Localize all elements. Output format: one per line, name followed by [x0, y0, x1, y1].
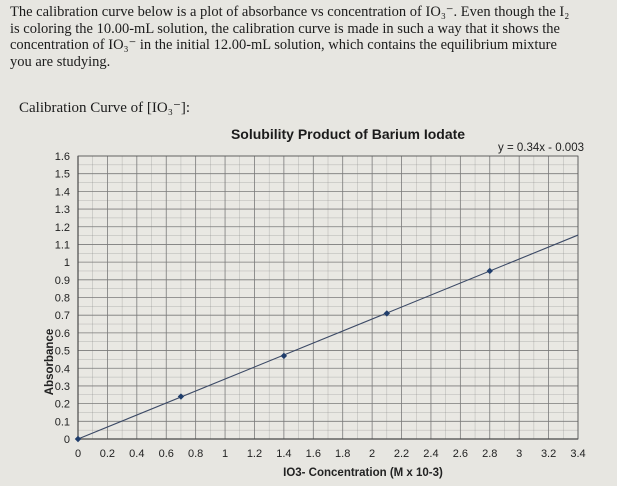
- x-tick-label: 3.4: [570, 448, 585, 460]
- problem-line-1: The calibration curve below is a plot of…: [10, 4, 570, 20]
- problem-line-4: you are studying.: [10, 53, 111, 70]
- y-tick-label: 0: [64, 434, 70, 446]
- x-tick-label: 1.2: [247, 448, 262, 460]
- x-tick-labels: 0 0.2 0.4 0.6 0.8 1 1.2 1.4 1.6 1.8 2 2.2 2.4 2.6 2.8 3…: [75, 448, 586, 460]
- data-point: [383, 310, 391, 317]
- y-tick-label: 0.8: [55, 293, 70, 305]
- problem-line-3: concentration of IO₃⁻ in the initial 12.…: [10, 37, 557, 54]
- data-point: [74, 435, 82, 443]
- y-tick-label: 1.5: [55, 169, 70, 181]
- x-axis-label: IO3- Concentration (M x 10-3): [283, 467, 443, 479]
- y-tick-label: 0.9: [55, 275, 70, 287]
- x-tick-label: 0.6: [159, 448, 174, 460]
- x-tick-label: 0.8: [188, 448, 203, 460]
- y-tick-label: 0.1: [55, 416, 70, 428]
- y-tick-label: 0.4: [55, 363, 70, 375]
- plot-border: [77, 155, 579, 440]
- y-axis-label: Absorbance: [44, 329, 56, 395]
- x-tick-label: 1.6: [306, 448, 321, 460]
- y-tick-label: 1.1: [55, 239, 70, 251]
- x-tick-label: 1: [222, 448, 228, 460]
- x-tick-label: 0.2: [100, 448, 115, 460]
- trendline-equation: y = 0.34x - 0.003: [498, 142, 584, 154]
- x-tick-label: 1.4: [276, 448, 291, 460]
- x-tick-label: 2.6: [453, 448, 468, 460]
- y-tick-label: 0.5: [55, 346, 70, 358]
- axes: [77, 155, 579, 440]
- x-tick-label: 3.2: [541, 448, 556, 460]
- y-tick-label: 1: [64, 257, 70, 269]
- y-tick-label: 1.6: [55, 151, 70, 163]
- y-tick-label: 0.6: [55, 328, 70, 340]
- y-tick-label: 0.2: [55, 399, 70, 411]
- x-tick-label: 2.8: [482, 448, 497, 460]
- chart-title: Solubility Product of Barium Iodate: [231, 126, 465, 142]
- data-point: [486, 267, 493, 275]
- x-tick-label: 0.4: [129, 448, 144, 460]
- x-tick-label: 2: [369, 448, 375, 460]
- problem-text: The calibration curve below is a plot of…: [10, 4, 610, 70]
- y-tick-label: 0.3: [55, 381, 70, 393]
- data-point: [280, 352, 288, 360]
- data-points: [74, 267, 493, 443]
- y-tick-label: 1.4: [55, 186, 70, 198]
- x-tick-label: 1.8: [335, 448, 350, 460]
- trendline-group: [77, 234, 579, 440]
- x-tick-label: 3: [516, 448, 522, 460]
- x-tick-label: 2.2: [394, 448, 409, 460]
- data-point: [177, 393, 185, 400]
- x-tick-label: 2.4: [423, 448, 438, 460]
- trendline: [77, 234, 579, 440]
- y-tick-label: 1.3: [55, 204, 70, 216]
- chart-caption: Calibration Curve of [IO₃⁻]:: [19, 100, 191, 116]
- x-tick-label: 0: [75, 448, 81, 460]
- y-tick-label: 1.2: [55, 222, 70, 234]
- y-tick-labels: 0 0.1 0.2 0.3 0.4 0.5 0.6 0.7 0.8 0.9 1 1.1 1.2 1.3 1.…: [55, 151, 70, 446]
- y-tick-label: 0.7: [55, 310, 70, 322]
- problem-line-2: is coloring the 10.00-mL solution, the c…: [10, 20, 560, 37]
